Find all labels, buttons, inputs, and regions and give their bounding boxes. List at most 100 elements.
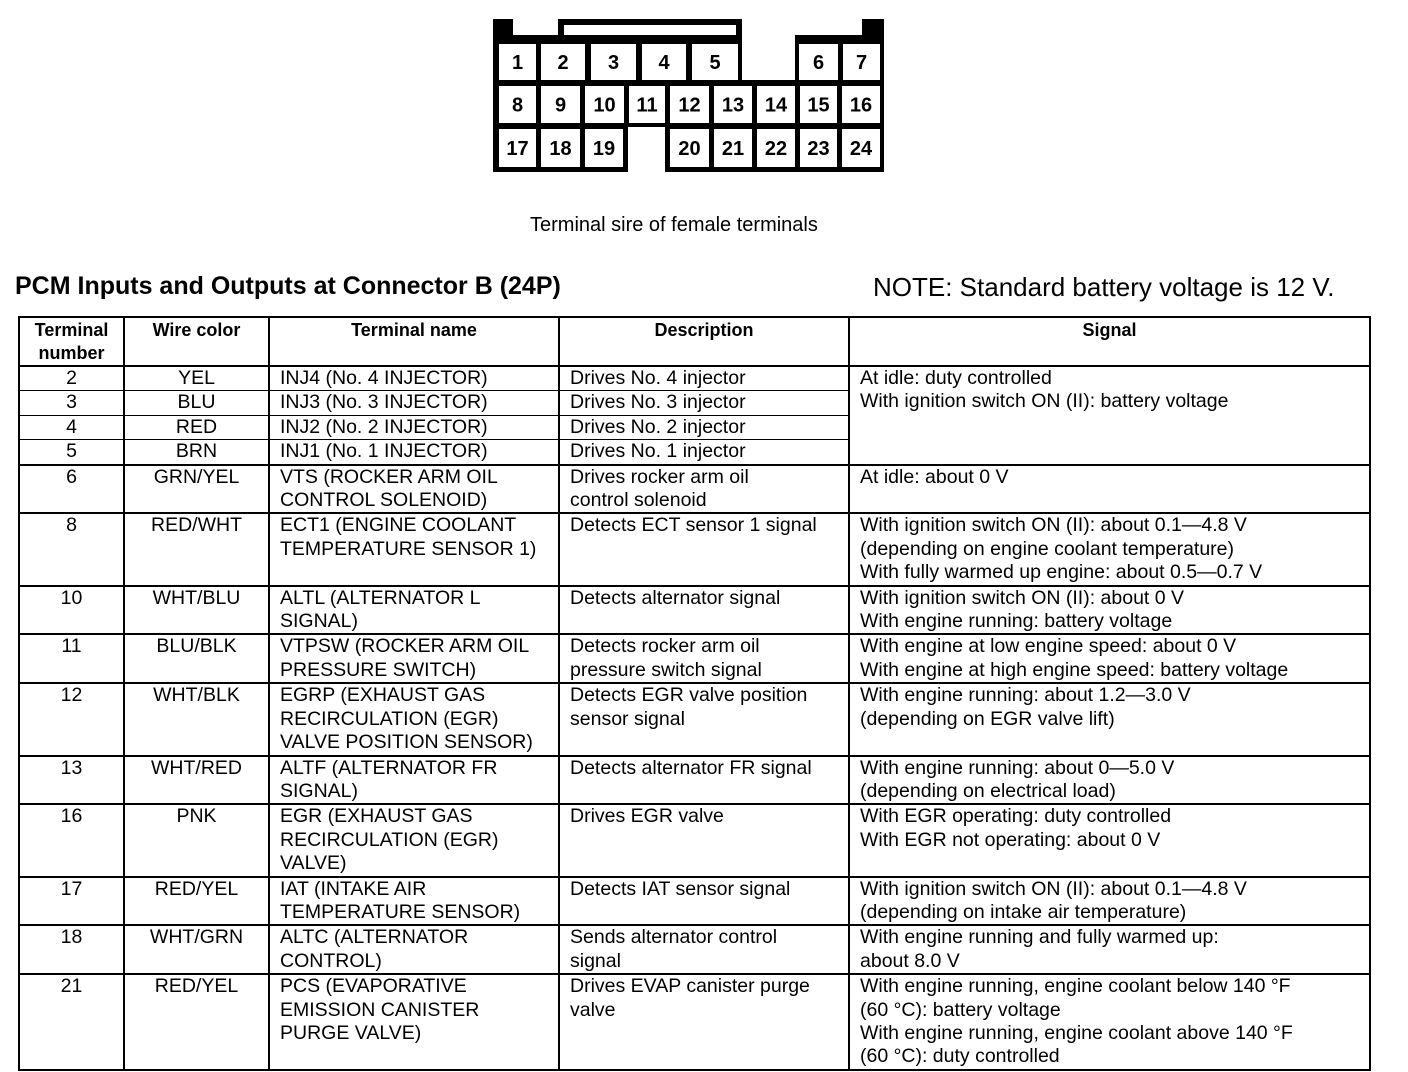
terminal-name-line: VALVE) [280,852,347,875]
signal-line: With engine running: about 0—5.0 V [860,756,1175,779]
table-row: 4 RED INJ2 (No. 2 INJECTOR) Drives No. 2 in… [18,414,1370,441]
page-title: PCM Inputs and Outputs at Connector B (2… [15,272,561,300]
connector-caption: Terminal sire of female terminals [530,214,818,236]
wire-color: RED [123,414,270,441]
terminal-number: 6 [18,463,125,515]
connector-terminal-18 [541,129,580,167]
terminal-number: 8 [18,512,125,587]
description: Detects EGR valve position sensor signal [558,682,850,757]
table-header: Terminal number Wire color Terminal name… [18,316,1371,367]
description-line: Detects alternator signal [570,586,781,609]
terminal-number-label: 23 [807,138,829,160]
terminal-number: 13 [18,754,125,806]
signal: With ignition switch ON (II): about 0.1—… [848,875,1371,927]
description-line: control solenoid [570,489,707,512]
header-description: Description [558,316,850,367]
table-row: 16 PNK EGR (EXHAUST GAS RECIRCULATION (EGR)… [18,803,1371,878]
connector-terminal-23 [800,129,837,167]
terminal-name-line: CONTROL) [280,949,382,972]
signal-line: about 8.0 V [860,949,960,972]
terminal-number-label: 7 [856,52,867,74]
terminal-name-line: VTS (ROCKER ARM OIL [280,465,498,488]
signal: With EGR operating: duty controlled With … [848,803,1371,878]
wire-color: RED/YEL [123,973,270,1071]
wire-color: BRN [123,439,270,466]
terminal-name: VTPSW (ROCKER ARM OIL PRESSURE SWITCH) [268,633,560,685]
connector-terminal-13 [714,86,752,123]
signal: At idle: about 0 V [848,463,1371,515]
terminal-name: EGR (EXHAUST GAS RECIRCULATION (EGR) VALVE… [268,803,560,878]
table-row: 2 YEL INJ4 (No. 4 INJECTOR) Drives No. 4 in… [18,365,1371,466]
table-row: 11 BLU/BLK VTPSW (ROCKER ARM OIL PRESSURE S… [18,633,1371,685]
signal-line: With ignition switch ON (II): about 0.1—… [860,877,1247,900]
description: Detects alternator signal [558,584,850,636]
description: Drives No. 4 injector [558,365,850,392]
terminal-name-line: RECIRCULATION (EGR) [280,828,499,851]
terminal-name-line: PRESSURE SWITCH) [280,658,477,681]
description: Drives EGR valve [558,803,850,878]
terminal-number: 16 [18,803,125,878]
terminal-name-line: SIGNAL) [280,610,359,633]
table-row: 21 RED/YEL PCS (EVAPORATIVE EMISSION CANIST… [18,973,1371,1071]
terminal-name-line: ALTF (ALTERNATOR FR [280,756,498,779]
description-line: Detects ECT sensor 1 signal [570,514,817,537]
signal: With engine running: about 0—5.0 V (depen… [848,754,1371,806]
terminal-name-line: VTPSW (ROCKER ARM OIL [280,635,530,658]
signal: With engine running: about 1.2—3.0 V (dep… [848,682,1371,757]
signal-line: With engine running, engine coolant abov… [860,1021,1293,1044]
terminal-number: 4 [18,414,125,441]
terminal-name-line: SIGNAL) [280,779,359,802]
connector-terminal-7 [843,44,880,80]
description-line: pressure switch signal [570,658,762,681]
description-line: signal [570,949,621,972]
terminal-table: Terminal number Wire color Terminal name… [18,316,1371,1071]
terminal-name: ECT1 (ENGINE COOLANT TEMPERATURE SENSOR 1… [268,512,560,587]
header-signal: Signal [848,316,1371,367]
wire-color: WHT/GRN [123,924,270,976]
connector-terminal-22 [757,129,795,167]
description-line: Drives rocker arm oil [570,465,749,488]
terminal-name-line: TEMPERATURE SENSOR 1) [280,537,537,560]
terminal-number: 10 [18,584,125,636]
terminal-name-line: EGRP (EXHAUST GAS [280,684,486,707]
signal-line: (60 °C): duty controlled [860,1045,1060,1068]
description-line: sensor signal [570,707,685,730]
terminal-number-label: 3 [608,52,619,74]
signal-line: With engine running and fully warmed up: [860,926,1219,949]
signal: With ignition switch ON (II): about 0.1—… [848,512,1371,587]
terminal-number-label: 22 [765,138,787,160]
terminal-number: 11 [18,633,125,685]
description: Detects IAT sensor signal [558,875,850,927]
connector-terminal-3 [591,44,636,80]
connector-terminal-1 [499,44,536,80]
terminal-name-line: PCS (EVAPORATIVE [280,975,467,998]
wire-color: WHT/BLU [123,584,270,636]
signal: With engine at low engine speed: about 0… [848,633,1371,685]
signal-line: With engine running: about 1.2—3.0 V [860,684,1191,707]
wire-color: RED/WHT [123,512,270,587]
wire-color: BLU/BLK [123,633,270,685]
terminal-number-label: 13 [722,95,744,117]
connector-terminal-24 [842,129,880,167]
terminal-number-label: 2 [557,52,568,74]
connector-terminal-11 [629,86,665,123]
connector-terminal-21 [714,129,752,167]
table-row: 13 WHT/RED ALTF (ALTERNATOR FR SIGNAL) Detec… [18,754,1371,806]
terminal-number-label: 18 [549,138,571,160]
signal: With engine running and fully warmed up:… [848,924,1371,976]
terminal-name-line: EGR (EXHAUST GAS [280,805,473,828]
connector-terminal-19 [585,129,623,167]
terminal-number-label: 19 [593,138,615,160]
terminal-name: INJ1 (No. 1 INJECTOR) [268,439,560,466]
table-row: 6 GRN/YEL VTS (ROCKER ARM OIL CONTROL SOLEN… [18,463,1371,515]
description: Detects ECT sensor 1 signal [558,512,850,587]
terminal-number-label: 4 [658,52,670,74]
description: Drives No. 1 injector [558,439,850,466]
terminal-number-label: 8 [512,95,523,117]
terminal-name-line: IAT (INTAKE AIR [280,877,427,900]
terminal-name-line: ALTC (ALTERNATOR [280,926,469,949]
table-row: 18 WHT/GRN ALTC (ALTERNATOR CONTROL) Sends a… [18,924,1371,976]
terminal-name: INJ3 (No. 3 INJECTOR) [268,390,560,416]
signal-line: At idle: about 0 V [860,465,1009,488]
signal-line: With engine at high engine speed: batter… [860,658,1289,681]
